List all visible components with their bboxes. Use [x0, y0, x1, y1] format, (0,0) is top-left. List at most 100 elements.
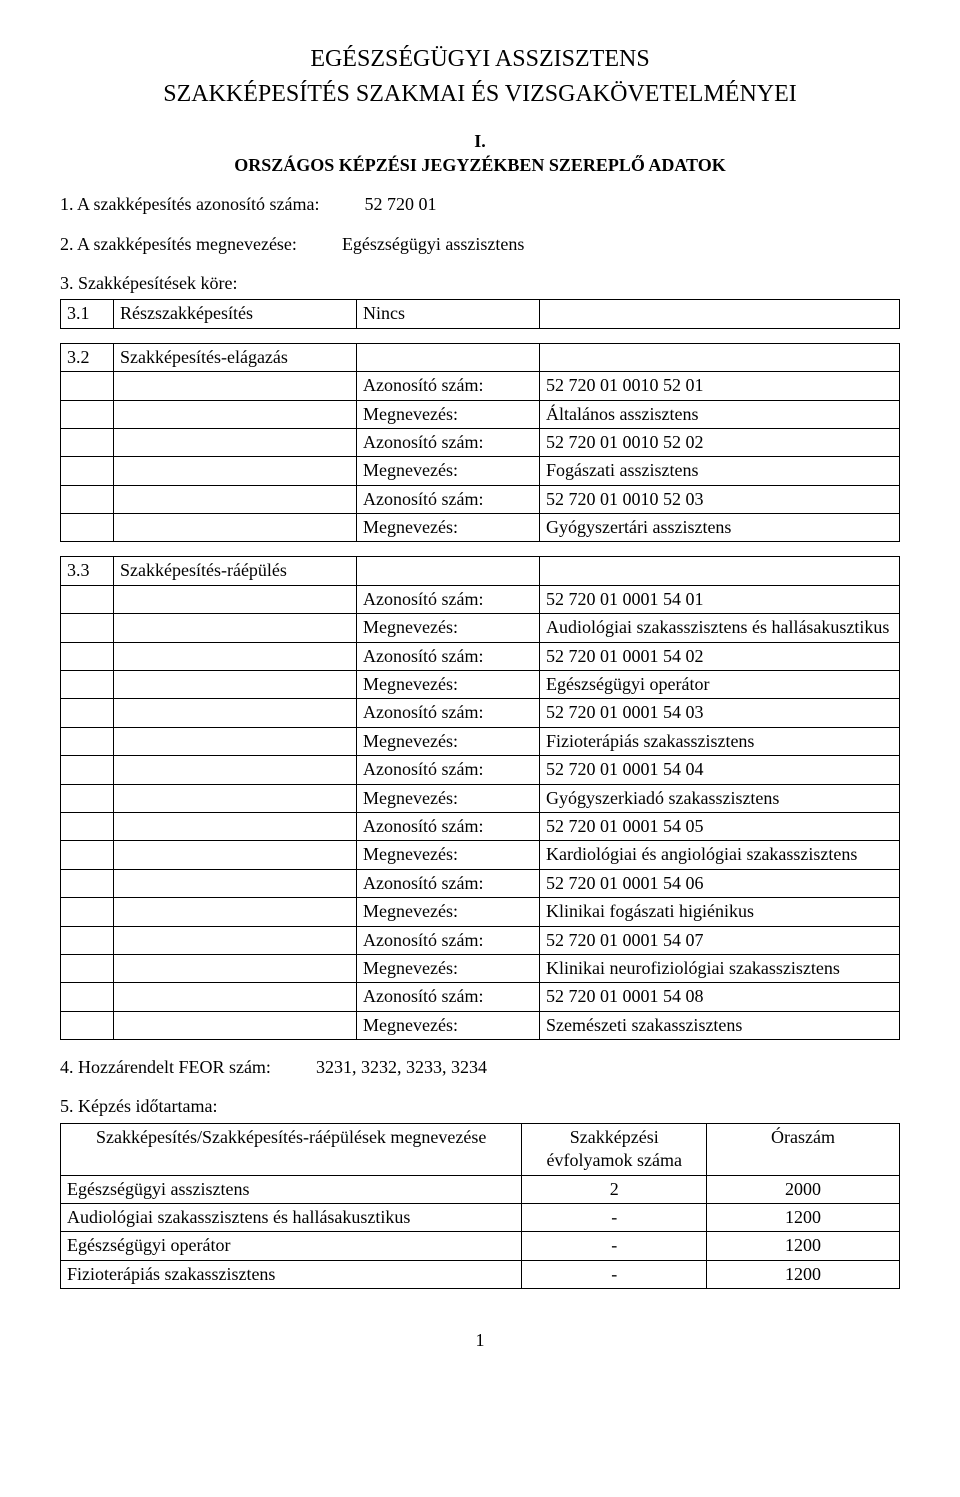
- cell-empty: [61, 812, 114, 840]
- cell-empty: [61, 428, 114, 456]
- table-5: Szakképesítés/Szakképesítés-ráépülések m…: [60, 1123, 900, 1289]
- cell-empty: [114, 400, 357, 428]
- cell-name-label: Megnevezés:: [357, 514, 540, 542]
- cell-name-label: Megnevezés:: [357, 954, 540, 982]
- table-row: Megnevezés:Gyógyszerkiadó szakassziszten…: [61, 784, 900, 812]
- item4-label: Hozzárendelt FEOR szám:: [78, 1057, 271, 1077]
- cell-empty: [61, 642, 114, 670]
- col-header: Szakképesítés/Szakképesítés-ráépülések m…: [61, 1123, 522, 1175]
- table-row: Egészségügyi asszisztens22000: [61, 1175, 900, 1203]
- table-row: Fizioterápiás szakasszisztens-1200: [61, 1260, 900, 1288]
- cell-empty: [114, 784, 357, 812]
- cell-name-value: Klinikai fogászati higiénikus: [540, 898, 900, 926]
- cell-empty: [61, 983, 114, 1011]
- item2-num: 2.: [60, 234, 74, 254]
- cell-empty: [540, 300, 900, 328]
- cell-name-value: Kardiológiai és angiológiai szakassziszt…: [540, 841, 900, 869]
- cell-empty: [540, 343, 900, 371]
- cell-empty: [61, 457, 114, 485]
- table-row: Azonosító szám:52 720 01 0001 54 05: [61, 812, 900, 840]
- table-row: 3.3 Szakképesítés-ráépülés: [61, 557, 900, 585]
- cell-name-value: Fizioterápiás szakasszisztens: [540, 727, 900, 755]
- cell-label: Részszakképesítés: [114, 300, 357, 328]
- cell-empty: [61, 1011, 114, 1039]
- cell-empty: [61, 514, 114, 542]
- cell-name-label: Megnevezés:: [357, 1011, 540, 1039]
- table-row: Megnevezés:Fizioterápiás szakasszisztens: [61, 727, 900, 755]
- cell-name-label: Megnevezés:: [357, 457, 540, 485]
- cell-empty: [114, 585, 357, 613]
- cell-empty: [61, 926, 114, 954]
- cell-empty: [61, 372, 114, 400]
- cell-name-value: Audiológiai szakasszisztens és hallásaku…: [540, 614, 900, 642]
- cell-id-label: Azonosító szám:: [357, 428, 540, 456]
- cell-id-label: Azonosító szám:: [357, 699, 540, 727]
- cell-empty: [357, 557, 540, 585]
- cell-name-label: Megnevezés:: [357, 727, 540, 755]
- item3-label: Szakképesítések köre:: [78, 273, 237, 293]
- item4-num: 4.: [60, 1057, 74, 1077]
- cell-hours: 1200: [707, 1204, 900, 1232]
- cell-name-value: Szemészeti szakasszisztens: [540, 1011, 900, 1039]
- table-row: Azonosító szám:52 720 01 0010 52 01: [61, 372, 900, 400]
- cell-name-value: Gyógyszerkiadó szakasszisztens: [540, 784, 900, 812]
- cell-num: 3.3: [61, 557, 114, 585]
- table-row: Megnevezés:Gyógyszertári asszisztens: [61, 514, 900, 542]
- cell-value: Nincs: [357, 300, 540, 328]
- cell-id-value: 52 720 01 0001 54 08: [540, 983, 900, 1011]
- item4-value: 3231, 3232, 3233, 3234: [316, 1057, 487, 1077]
- cell-id-value: 52 720 01 0001 54 05: [540, 812, 900, 840]
- cell-id-value: 52 720 01 0010 52 01: [540, 372, 900, 400]
- item3-num: 3.: [60, 273, 74, 293]
- table-row: Megnevezés:Fogászati asszisztens: [61, 457, 900, 485]
- cell-empty: [61, 841, 114, 869]
- cell-empty: [114, 926, 357, 954]
- cell-empty: [61, 671, 114, 699]
- table-row: Azonosító szám:52 720 01 0001 54 07: [61, 926, 900, 954]
- item2-label: A szakképesítés megnevezése:: [77, 234, 297, 254]
- cell-num: 3.2: [61, 343, 114, 371]
- cell-empty: [61, 699, 114, 727]
- page-title-1: EGÉSZSÉGÜGYI ASSZISZTENS: [60, 44, 900, 75]
- table-row: 3.1 Részszakképesítés Nincs: [61, 300, 900, 328]
- table-row: Megnevezés:Általános asszisztens: [61, 400, 900, 428]
- cell-years: 2: [522, 1175, 707, 1203]
- cell-empty: [114, 812, 357, 840]
- table-row: Megnevezés:Klinikai fogászati higiénikus: [61, 898, 900, 926]
- cell-name-value: Gyógyszertári asszisztens: [540, 514, 900, 542]
- table-row: Azonosító szám:52 720 01 0001 54 03: [61, 699, 900, 727]
- cell-id-label: Azonosító szám:: [357, 983, 540, 1011]
- cell-empty: [114, 898, 357, 926]
- cell-hours: 2000: [707, 1175, 900, 1203]
- cell-id-value: 52 720 01 0001 54 02: [540, 642, 900, 670]
- cell-id-label: Azonosító szám:: [357, 642, 540, 670]
- cell-hours: 1200: [707, 1260, 900, 1288]
- cell-id-label: Azonosító szám:: [357, 926, 540, 954]
- cell-empty: [114, 614, 357, 642]
- cell-id-label: Azonosító szám:: [357, 485, 540, 513]
- cell-empty: [114, 869, 357, 897]
- cell-empty: [61, 784, 114, 812]
- cell-empty: [114, 671, 357, 699]
- table-row: Azonosító szám:52 720 01 0001 54 04: [61, 756, 900, 784]
- page-title-2: SZAKKÉPESÍTÉS SZAKMAI ÉS VIZSGAKÖVETELMÉ…: [60, 79, 900, 110]
- cell-name: Egészségügyi operátor: [61, 1232, 522, 1260]
- cell-empty: [61, 954, 114, 982]
- col-header: Óraszám: [707, 1123, 900, 1175]
- table-row: Azonosító szám:52 720 01 0010 52 02: [61, 428, 900, 456]
- cell-id-label: Azonosító szám:: [357, 585, 540, 613]
- cell-id-label: Azonosító szám:: [357, 756, 540, 784]
- table-row: Megnevezés:Audiológiai szakasszisztens é…: [61, 614, 900, 642]
- table-row: Megnevezés:Klinikai neurofiziológiai sza…: [61, 954, 900, 982]
- section-number: I.: [474, 131, 486, 151]
- cell-years: -: [522, 1260, 707, 1288]
- table-row: Megnevezés:Kardiológiai és angiológiai s…: [61, 841, 900, 869]
- cell-years: -: [522, 1232, 707, 1260]
- table-3-1: 3.1 Részszakképesítés Nincs: [60, 299, 900, 328]
- table-row: Azonosító szám:52 720 01 0001 54 08: [61, 983, 900, 1011]
- cell-empty: [61, 485, 114, 513]
- cell-name-label: Megnevezés:: [357, 841, 540, 869]
- table-row: Azonosító szám:52 720 01 0010 52 03: [61, 485, 900, 513]
- page-number: 1: [60, 1329, 900, 1352]
- cell-empty: [114, 457, 357, 485]
